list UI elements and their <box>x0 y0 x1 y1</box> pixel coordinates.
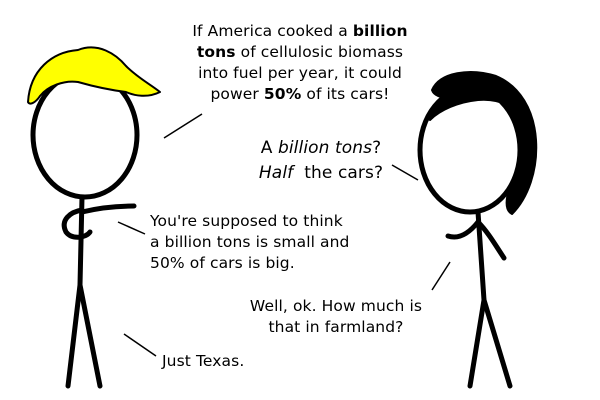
right-stick-figure <box>417 71 538 389</box>
speech-1-text: into fuel per year, it could <box>198 64 402 82</box>
speech-2-text: the cars? <box>293 163 384 183</box>
left-figure-hair <box>27 46 161 105</box>
pointer-speech-3 <box>117 221 146 235</box>
left-figure-arm-left <box>61 207 93 240</box>
right-figure-leg-right <box>481 297 513 389</box>
right-figure-hair-front <box>429 82 531 125</box>
speech-1-text: of cellulosic biomass <box>235 43 404 61</box>
speech-1-bold-percent: 50% <box>263 85 302 103</box>
speech-1-bold-billion: billion <box>352 22 408 40</box>
speech-2-text: ? <box>372 138 382 158</box>
speech-4-text: that in farmland? <box>268 318 404 336</box>
left-stick-figure <box>27 46 161 389</box>
pointer-speech-1 <box>163 113 203 139</box>
speech-bubble-2: A billion tons? Half the cars? <box>236 136 406 186</box>
speech-3-text: a billion tons is small and <box>150 233 350 251</box>
speech-5-text: Just Texas. <box>162 352 245 370</box>
pointer-speech-2 <box>391 164 419 181</box>
speech-1-text: If America cooked a <box>192 22 353 40</box>
speech-1-text: power <box>210 85 264 103</box>
speech-2-italic-half: Half <box>258 163 294 183</box>
speech-3-text: 50% of cars is big. <box>150 254 295 272</box>
pointer-speech-4 <box>431 261 451 291</box>
speech-3-text: You're supposed to think <box>150 212 343 230</box>
right-figure-leg-left <box>467 297 487 389</box>
speech-1-text: of its cars! <box>301 85 390 103</box>
speech-2-italic-billion-tons: billion tons <box>277 138 373 158</box>
right-figure-arm-right <box>475 219 507 261</box>
left-figure-leg-left <box>65 282 83 389</box>
speech-bubble-5: Just Texas. <box>162 351 282 372</box>
speech-4-text: Well, ok. How much is <box>249 297 423 315</box>
right-figure-arm-left <box>445 219 481 240</box>
speech-2-text: A <box>260 138 278 158</box>
speech-bubble-1: If America cooked a billion tons of cell… <box>175 21 425 105</box>
speech-pointers <box>117 113 451 357</box>
speech-bubble-3: You're supposed to think a billion tons … <box>150 211 380 274</box>
left-figure-leg-right <box>77 282 103 389</box>
pointer-speech-5 <box>123 333 157 357</box>
speech-1-bold-tons: tons <box>196 43 236 61</box>
speech-bubble-4: Well, ok. How much is that in farmland? <box>236 296 436 338</box>
left-figure-arm-right <box>79 203 137 215</box>
